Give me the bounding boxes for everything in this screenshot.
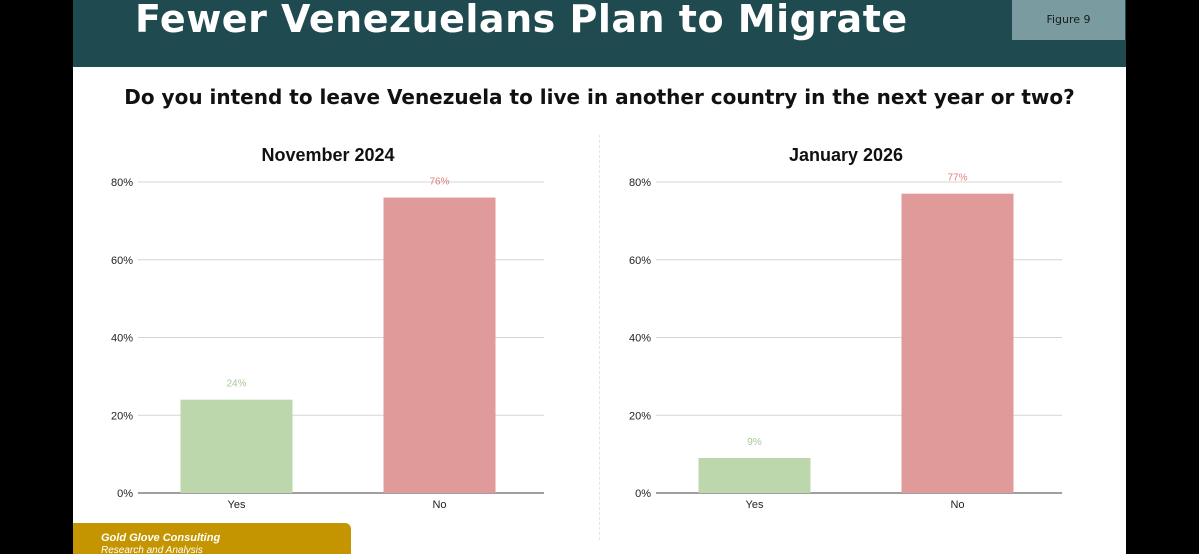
x-tick-label: No [950,499,964,511]
x-tick-label: No [432,499,446,511]
footer-company: Gold Glove Consulting [101,532,221,544]
y-tick-label: 40% [629,333,651,345]
chart-november-2024: November 2024 0% 20% 40% 60% 80% 24% Yes 76% No [111,145,544,511]
page-title: Fewer Venezuelans Plan to Migrate [135,0,908,41]
y-tick-label: 0% [117,488,133,500]
y-tick-label: 40% [111,333,133,345]
data-label: 24% [226,379,246,390]
y-tick-label: 0% [635,488,651,500]
data-label: 9% [747,437,762,448]
y-tick-label: 60% [629,255,651,267]
chart-title: November 2024 [261,145,394,165]
data-label: 76% [429,177,449,188]
x-tick-label: Yes [228,499,246,511]
y-tick-label: 20% [111,410,133,422]
bar-yes [180,399,293,493]
y-tick-label: 60% [111,255,133,267]
bar-no [901,193,1014,493]
footer-subtitle: Research and Analysis [101,545,203,554]
data-label: 77% [947,173,967,184]
header-bar: Fewer Venezuelans Plan to Migrate Figure… [73,0,1126,67]
chart-divider [599,135,600,540]
x-tick-label: Yes [746,499,764,511]
slide: Fewer Venezuelans Plan to Migrate Figure… [73,0,1126,554]
bar-no [383,197,496,494]
footer-brand-box: Gold Glove Consulting Research and Analy… [73,523,351,554]
chart-january-2026: January 2026 0% 20% 40% 60% 80% 9% Yes 77% No [629,145,1062,511]
survey-question: Do you intend to leave Venezuela to live… [124,85,1075,109]
figure-label: Figure 9 [1012,0,1125,40]
bar-yes [698,458,811,493]
chart-title: January 2026 [789,145,903,165]
y-tick-label: 20% [629,410,651,422]
y-tick-label: 80% [111,177,133,189]
y-tick-label: 80% [629,177,651,189]
